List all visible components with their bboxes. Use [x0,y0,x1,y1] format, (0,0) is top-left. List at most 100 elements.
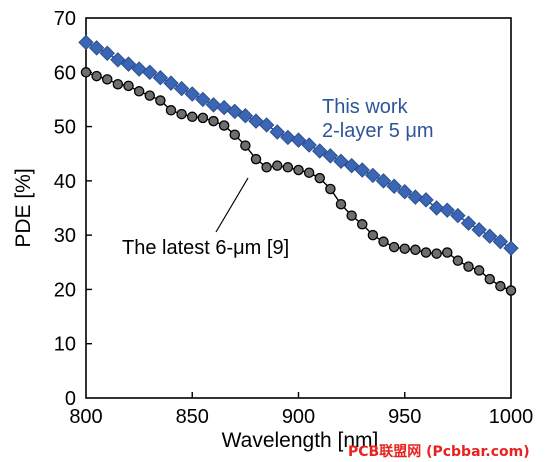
data-point [280,129,296,146]
x-axis: 800 850 900 950 1000 [69,392,533,428]
data-point [271,160,283,171]
data-point [495,280,506,292]
data-point [80,67,92,78]
data-point [237,108,254,124]
data-point [133,86,145,97]
data-point [120,56,137,72]
data-point [290,132,307,148]
data-point [503,240,519,256]
data-point [301,137,317,153]
data-point [293,164,304,176]
data-point [312,143,328,159]
x-tick-label: 800 [69,406,102,428]
data-point [165,105,177,116]
data-point [258,117,275,133]
annotation-leader-line [215,177,249,233]
data-point [184,86,200,102]
data-point [439,202,455,218]
data-point [99,45,115,61]
data-point [356,219,368,230]
data-point [186,111,198,123]
data-point [460,215,477,231]
data-point [325,183,336,195]
x-tick-label: 850 [176,406,209,428]
data-point [420,247,432,258]
data-point [248,113,264,129]
data-point [378,236,389,247]
data-point [110,52,126,68]
data-point [197,112,209,124]
data-point [78,34,94,51]
y-tick-label: 20 [54,279,76,301]
data-point [441,247,453,258]
data-point [131,61,147,77]
data-point [343,157,360,174]
annotation-this-work-line1: This work [322,96,409,118]
data-point [195,91,211,108]
data-point [463,261,474,272]
y-tick-label: 70 [54,8,76,30]
data-point [399,243,410,254]
data-point [173,80,190,97]
data-point [386,178,402,194]
data-point [367,229,379,241]
y-tick-label: 10 [54,334,76,356]
data-point [410,244,421,256]
annotation-latest: The latest 6-μm [9] [122,237,289,259]
data-point [112,78,124,90]
x-axis-label: Wavelength [nm] [222,429,379,452]
y-axis-label: PDE [%] [12,168,35,247]
data-point [397,184,413,200]
data-point [333,153,349,170]
data-point [473,265,485,276]
data-point [91,70,102,82]
watermark: PCB联盟网 (Pcbbar.com) [348,444,530,460]
data-point [218,120,230,131]
series-this-work [78,34,519,256]
data-point [155,95,166,106]
data-point [492,233,509,250]
x-tick-label: 900 [282,406,315,428]
data-point [282,162,294,173]
data-point [123,80,134,92]
data-point [227,103,243,120]
data-point [484,273,495,285]
y-tick-label: 60 [54,62,76,84]
data-point [450,207,466,224]
data-point [388,241,400,253]
data-point [144,90,155,101]
data-point [205,97,222,113]
y-tick-label: 40 [54,171,76,193]
data-point [407,189,424,205]
data-point [354,162,370,178]
data-point [482,228,498,244]
y-axis: 0 10 20 30 40 50 60 70 [54,8,92,410]
data-point [346,210,357,221]
data-point [335,198,347,210]
data-point [269,124,285,140]
data-point [152,70,169,86]
data-point [163,75,179,91]
series-layer [78,34,519,296]
data-point [452,255,464,266]
y-tick-label: 50 [54,117,76,139]
data-point [250,153,262,165]
data-point [418,192,434,208]
annotation-this-work-line2: 2-layer 5 μm [322,120,434,142]
data-point [102,74,113,85]
data-point [240,140,251,151]
data-point [365,167,381,184]
x-tick-label: 950 [388,406,421,428]
data-point [471,222,487,238]
data-point [176,108,187,120]
y-tick-label: 30 [54,225,76,247]
data-point [303,167,315,178]
data-point [322,148,339,164]
data-point [431,248,442,259]
y-tick-label: 0 [65,388,76,410]
data-point [229,129,240,140]
series-latest-6um [80,67,517,296]
data-point [505,285,517,296]
data-point [88,40,105,56]
